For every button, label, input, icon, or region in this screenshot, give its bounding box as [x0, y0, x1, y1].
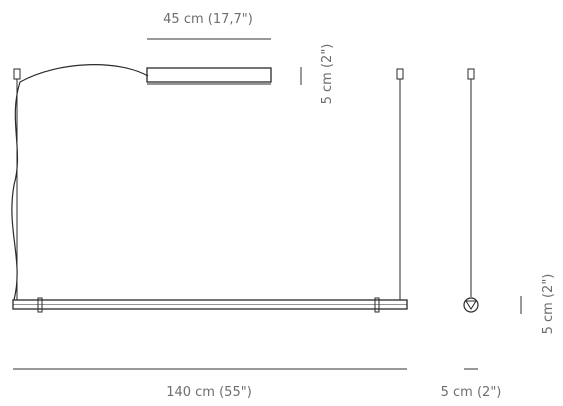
total-length-label: 140 cm (55") [166, 385, 252, 400]
side-height-dimension: 5 cm (2") [520, 274, 556, 335]
lamp-bar [12, 297, 408, 313]
side-depth-dimension: 5 cm (2") [441, 368, 502, 400]
canopy-width-label: 45 cm (17,7") [163, 12, 253, 27]
canopy-height-dimension: 5 cm (2") [300, 44, 335, 105]
canopy-width-dimension: 45 cm (17,7") [147, 12, 271, 40]
right-suspension [396, 68, 404, 300]
side-view [463, 68, 479, 313]
canopy-body [146, 67, 272, 83]
side-height-label: 5 cm (2") [541, 274, 556, 335]
left-bar-clamp [37, 297, 43, 313]
right-ceiling-clip [396, 68, 404, 80]
canopy-height-label: 5 cm (2") [320, 44, 335, 105]
side-ceiling-clip [467, 68, 475, 80]
right-bar-clamp [374, 297, 380, 313]
ceiling-canopy [146, 67, 272, 85]
left-ceiling-clip [13, 68, 21, 80]
power-cable [11, 64, 149, 301]
total-length-dimension: 140 cm (55") [13, 368, 407, 400]
side-profile-triangle [465, 300, 477, 310]
side-profile-circle [463, 297, 479, 313]
left-suspension [13, 68, 21, 300]
side-depth-label: 5 cm (2") [441, 385, 502, 400]
